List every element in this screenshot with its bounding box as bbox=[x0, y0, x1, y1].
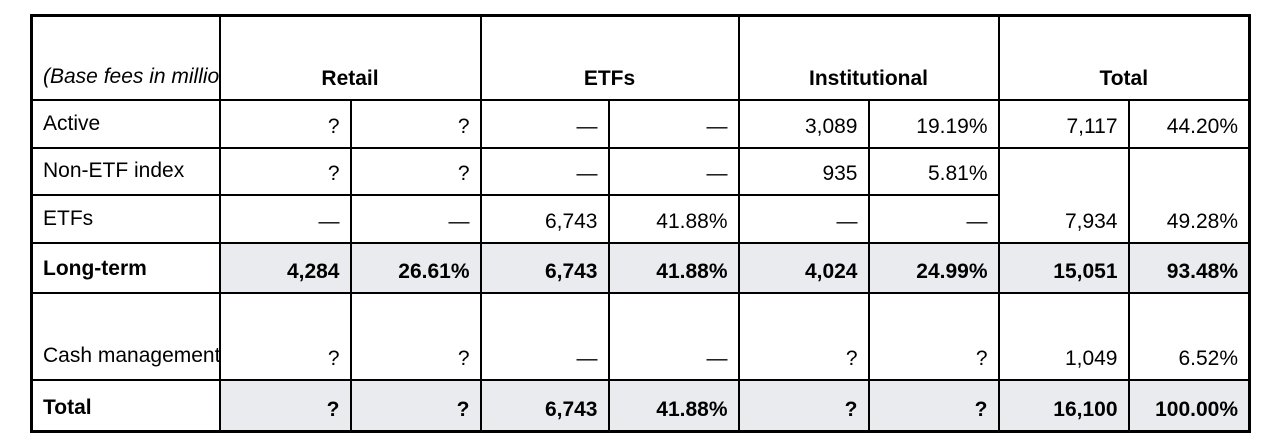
cell-total-pct: 100.00% bbox=[1127, 378, 1251, 433]
group-header-etfs: ETFs bbox=[479, 14, 740, 101]
cell-etfs-pct: 41.88% bbox=[607, 193, 740, 244]
cell-etfs-value: — bbox=[479, 291, 610, 381]
cell-institutional-pct: — bbox=[867, 193, 1000, 244]
cell-total-value: 16,100 bbox=[997, 378, 1130, 433]
cell-total-pct: 44.20% bbox=[1127, 98, 1251, 149]
table-row-etfs: ETFs — — 6,743 41.88% — — bbox=[30, 193, 1250, 244]
group-header-retail: Retail bbox=[218, 14, 482, 101]
cell-total-pct: 93.48% bbox=[1127, 241, 1251, 294]
header-row: (Base fees in millions, %) Retail ETFs I… bbox=[30, 14, 1251, 101]
group-header-institutional: Institutional bbox=[737, 14, 1000, 101]
cell-retail-value: ? bbox=[218, 146, 352, 196]
cell-etfs-pct: 41.88% bbox=[607, 241, 740, 294]
cell-retail-value: ? bbox=[218, 98, 352, 149]
cell-retail-value: 4,284 bbox=[218, 241, 352, 294]
cell-etfs-value: 6,743 bbox=[479, 378, 610, 433]
table-row-active: Active ? ? — — 3,089 19.19% 7,117 44.20% bbox=[30, 98, 1251, 149]
cell-institutional-pct: ? bbox=[867, 378, 1000, 433]
cell-etfs-pct: — bbox=[607, 98, 740, 149]
cell-etfs-pct: — bbox=[607, 291, 740, 381]
cell-retail-pct: ? bbox=[349, 291, 482, 381]
cell-institutional-pct: 24.99% bbox=[867, 241, 1000, 294]
cell-total-pct: 6.52% bbox=[1127, 291, 1251, 381]
row-label: Active bbox=[30, 98, 221, 149]
cell-etfs-value: 6,743 bbox=[479, 193, 610, 244]
cell-institutional-value: 4,024 bbox=[737, 241, 870, 294]
cell-retail-pct: — bbox=[349, 193, 482, 244]
table-row-total: Total ? ? 6,743 41.88% ? ? 16,100 100.00… bbox=[30, 378, 1251, 433]
cell-etfs-pct: — bbox=[607, 146, 740, 196]
table-row-long-term: Long-term 4,284 26.61% 6,743 41.88% 4,02… bbox=[30, 241, 1251, 294]
row-label: Long-term bbox=[30, 241, 221, 294]
cell-etfs-value: — bbox=[479, 98, 610, 149]
cell-etfs-value: 6,743 bbox=[479, 241, 610, 294]
cell-retail-value: — bbox=[218, 193, 352, 244]
cell-retail-pct: 26.61% bbox=[349, 241, 482, 294]
row-label: Cash management bbox=[30, 291, 221, 381]
cell-total-value: 1,049 bbox=[997, 291, 1130, 381]
row-label: Non-ETF index bbox=[30, 146, 221, 196]
cell-retail-value: ? bbox=[218, 378, 352, 433]
cell-institutional-value: ? bbox=[737, 378, 870, 433]
cell-retail-pct: ? bbox=[349, 98, 482, 149]
cell-retail-value: ? bbox=[218, 291, 352, 381]
cell-institutional-pct: 19.19% bbox=[867, 98, 1000, 149]
cell-institutional-value: ? bbox=[737, 291, 870, 381]
group-header-total: Total bbox=[997, 14, 1251, 101]
cell-institutional-value: 3,089 bbox=[737, 98, 870, 149]
cell-retail-pct: ? bbox=[349, 146, 482, 196]
corner-label: (Base fees in millions, %) bbox=[30, 14, 221, 101]
row-label: ETFs bbox=[30, 193, 221, 244]
table-row-non-etf-index: Non-ETF index ? ? — — 935 5.81% 7,934 49… bbox=[30, 146, 1251, 244]
base-fees-table: (Base fees in millions, %) Retail ETFs I… bbox=[30, 14, 1252, 433]
cell-institutional-value: — bbox=[737, 193, 870, 244]
table-row-cash-management: Cash management ? ? — — ? ? 1,049 6.52% bbox=[30, 291, 1251, 381]
cell-total-pct-merged: 49.28% bbox=[1127, 146, 1251, 244]
cell-etfs-pct: 41.88% bbox=[607, 378, 740, 433]
cell-institutional-value: 935 bbox=[737, 146, 870, 196]
cell-institutional-pct: 5.81% bbox=[867, 146, 1000, 196]
cell-total-value-merged: 7,934 bbox=[997, 146, 1130, 244]
cell-etfs-value: — bbox=[479, 146, 610, 196]
row-label: Total bbox=[30, 378, 221, 433]
cell-total-value: 7,117 bbox=[997, 98, 1130, 149]
cell-retail-pct: ? bbox=[349, 378, 482, 433]
cell-total-value: 15,051 bbox=[997, 241, 1130, 294]
cell-institutional-pct: ? bbox=[867, 291, 1000, 381]
